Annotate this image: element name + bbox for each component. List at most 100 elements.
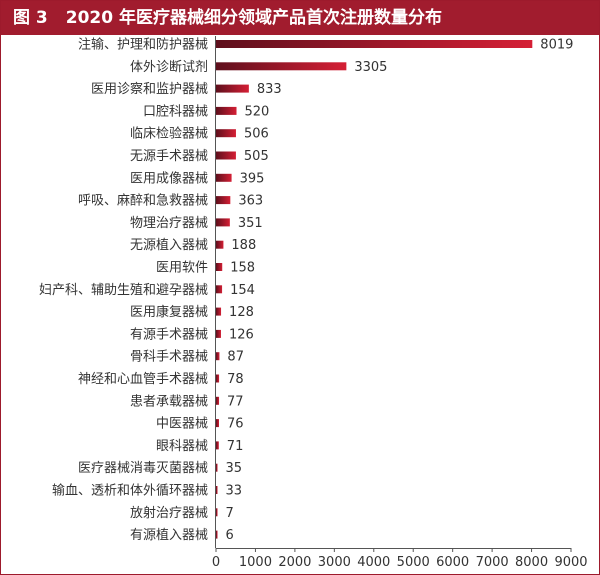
- bar-group: 医疗器械消毒灭菌器械 35: [78, 461, 242, 476]
- chart-title: 图 3 2020 年医疗器械细分领域产品首次注册数量分布: [13, 1, 442, 35]
- bar: [216, 106, 237, 115]
- x-tick-label: 1000: [239, 555, 272, 570]
- value-label: 33: [226, 484, 243, 499]
- bar: [216, 396, 220, 405]
- category-label: 无源手术器械: [130, 149, 208, 164]
- bar-group: 眼科器械 71: [156, 439, 243, 454]
- bar-group: 输血、透析和体外循环器械 33: [52, 483, 242, 499]
- category-label: 医疗器械消毒灭菌器械: [78, 461, 208, 476]
- value-label: 77: [227, 394, 244, 409]
- value-label: 158: [230, 261, 255, 276]
- value-label: 7: [226, 506, 234, 521]
- category-label: 无源植入器械: [130, 238, 208, 253]
- title-bar: 图 3 2020 年医疗器械细分领域产品首次注册数量分布: [1, 1, 599, 35]
- bar: [216, 240, 224, 249]
- x-tick-label: 2000: [278, 555, 311, 570]
- bar-group: 妇产科、辅助生殖和避孕器械 154: [39, 282, 255, 298]
- value-label: 35: [226, 461, 243, 476]
- bar-group: 无源手术器械 505: [130, 149, 269, 164]
- title-text: 2020 年医疗器械细分领域产品首次注册数量分布: [65, 8, 442, 28]
- category-label: 输血、透析和体外循环器械: [52, 483, 208, 499]
- value-label: 520: [245, 104, 270, 119]
- category-label: 患者承载器械: [130, 394, 208, 409]
- bar: [216, 218, 230, 227]
- category-label: 呼吸、麻醉和急救器械: [78, 193, 208, 209]
- category-label: 眼科器械: [156, 439, 208, 454]
- category-label: 医用软件: [156, 261, 208, 276]
- value-label: 395: [240, 171, 265, 186]
- x-tick-label: 0: [212, 555, 220, 570]
- x-tick-label: 5000: [397, 555, 430, 570]
- category-label: 有源手术器械: [130, 327, 208, 342]
- value-label: 71: [227, 439, 244, 454]
- value-label: 3305: [354, 60, 387, 75]
- value-label: 128: [229, 305, 254, 320]
- bar-group: 呼吸、麻醉和急救器械 363: [78, 193, 263, 209]
- bar-group: 临床检验器械 506: [130, 126, 269, 142]
- category-label: 神经和心血管手术器械: [78, 372, 208, 387]
- category-label: 骨科手术器械: [130, 350, 208, 365]
- x-tick-label: 6000: [436, 555, 469, 570]
- bar-group: 口腔科器械 520: [143, 104, 269, 119]
- figure-number: 图 3: [13, 8, 48, 28]
- bar-group: 体外诊断试剂 3305: [130, 60, 387, 75]
- bar-group: 物理治疗器械 351: [130, 216, 263, 231]
- bar-group: 医用成像器械 395: [130, 171, 264, 186]
- x-tick-label: 3000: [318, 555, 351, 570]
- category-label: 临床检验器械: [130, 126, 208, 142]
- x-tick-label: 7000: [476, 555, 509, 570]
- category-label: 口腔科器械: [143, 104, 208, 119]
- value-label: 351: [238, 216, 263, 231]
- bar: [216, 151, 236, 160]
- bar: [216, 129, 236, 138]
- bar-group: 骨科手术器械 87: [130, 350, 244, 365]
- bar: [216, 84, 249, 93]
- bar: [216, 530, 218, 539]
- category-label: 放射治疗器械: [130, 505, 208, 521]
- bar-group: 有源植入器械 6: [130, 528, 234, 543]
- bar: [216, 62, 347, 71]
- bar-group: 中医器械 76: [156, 417, 244, 432]
- value-label: 6: [226, 528, 234, 543]
- bar: [216, 441, 219, 450]
- bar: [216, 40, 533, 48]
- x-tick-label: 8000: [515, 555, 548, 570]
- x-tick-label: 4000: [357, 555, 390, 570]
- bar: [216, 329, 221, 338]
- x-tick-label: 9000: [554, 555, 587, 570]
- value-label: 8019: [540, 38, 573, 53]
- value-label: 833: [257, 82, 282, 97]
- bar: [216, 196, 231, 205]
- value-label: 505: [244, 149, 269, 164]
- bar: [216, 374, 220, 383]
- bar-group: 注输、护理和防护器械 8019: [78, 37, 573, 53]
- value-label: 76: [227, 417, 244, 432]
- bar: [216, 173, 232, 182]
- bar-group: 患者承载器械 77: [130, 394, 244, 409]
- bar-group: 放射治疗器械 7: [130, 505, 234, 521]
- category-label: 体外诊断试剂: [130, 60, 208, 75]
- bar-group: 医用软件 158: [156, 261, 255, 276]
- bar: [216, 263, 223, 271]
- bar-group: 有源手术器械 126: [130, 327, 254, 342]
- category-label: 中医器械: [156, 417, 208, 432]
- category-label: 注输、护理和防护器械: [78, 37, 208, 53]
- bar-group: 医用康复器械 128: [130, 304, 254, 320]
- value-label: 363: [238, 194, 263, 209]
- category-label: 物理治疗器械: [130, 216, 208, 231]
- bar: [216, 352, 220, 361]
- value-label: 154: [230, 283, 255, 298]
- value-label: 188: [231, 238, 256, 253]
- category-label: 有源植入器械: [130, 528, 208, 543]
- category-label: 医用康复器械: [130, 304, 208, 320]
- bar: [216, 285, 223, 294]
- bar-group: 医用诊察和监护器械 833: [91, 82, 282, 97]
- value-label: 78: [227, 372, 244, 387]
- category-label: 妇产科、辅助生殖和避孕器械: [39, 282, 208, 298]
- value-label: 87: [227, 350, 244, 365]
- bar: [216, 486, 218, 494]
- category-label: 医用诊察和监护器械: [91, 82, 208, 97]
- bar-group: 神经和心血管手术器械 78: [78, 372, 244, 387]
